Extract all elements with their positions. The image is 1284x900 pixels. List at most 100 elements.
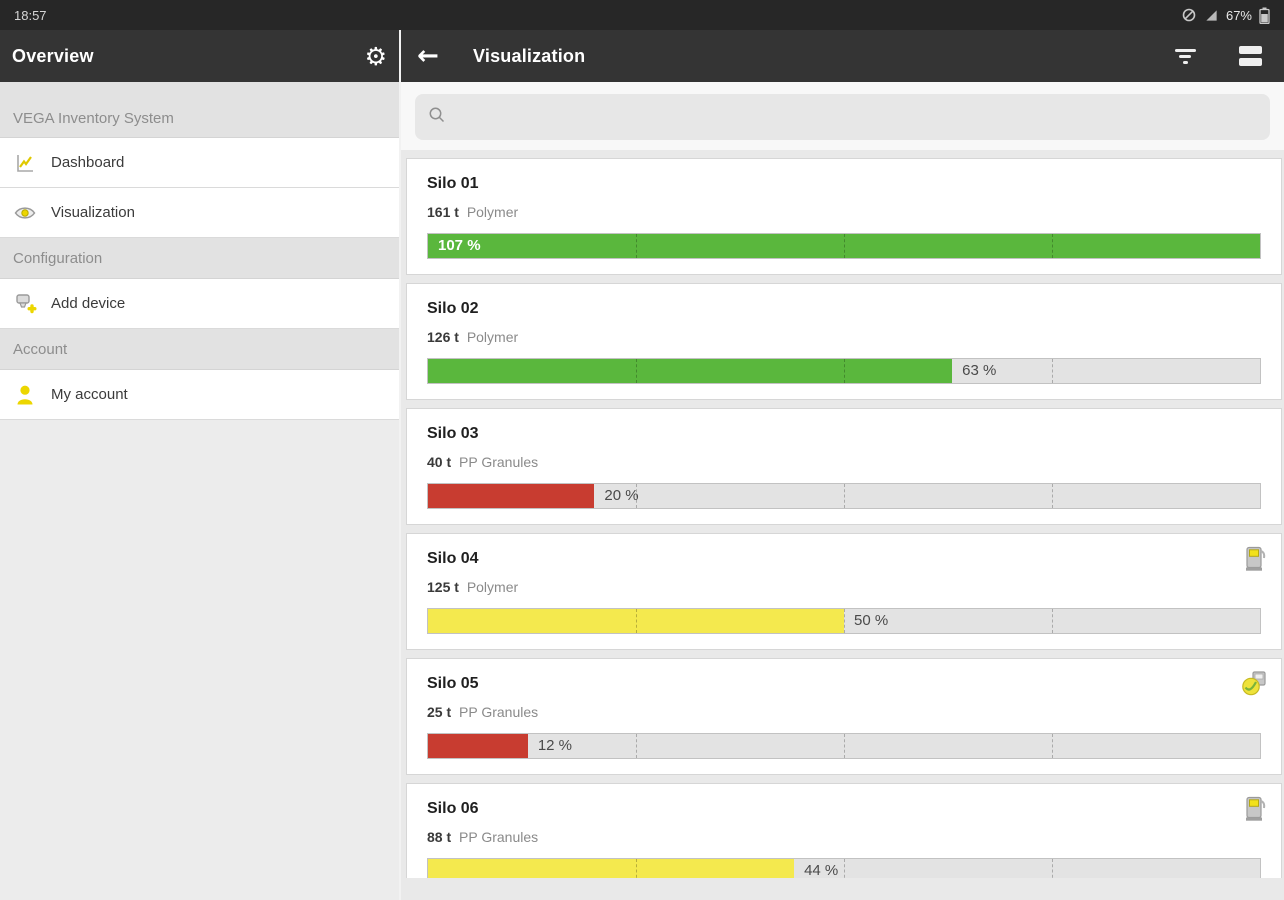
silo-card[interactable]: Silo 02 126 t Polymer 63 % (406, 283, 1282, 400)
fill-level-bar: 12 % (427, 733, 1261, 759)
silo-name: Silo 02 (427, 300, 479, 317)
bar-tick-75 (1052, 484, 1053, 508)
bar-tick-75 (1052, 609, 1053, 633)
fill-percent-label: 44 % (804, 862, 839, 878)
silo-card[interactable]: Silo 05 25 t PP Granules (406, 658, 1282, 775)
fill-level-value (428, 734, 528, 758)
sidebar-item-dashboard[interactable]: Dashboard (0, 138, 399, 188)
device-icon (1243, 795, 1268, 828)
silo-material: Polymer (466, 204, 519, 220)
bar-tick-25 (636, 484, 637, 508)
battery-icon (1259, 7, 1270, 24)
bar-tick-75 (1052, 859, 1053, 878)
sidebar-section-header: VEGA Inventory System (0, 82, 399, 138)
fill-percent-label: 63 % (962, 362, 997, 379)
sidebar-section-header: Account (0, 329, 399, 370)
bar-tick-25 (636, 359, 637, 383)
fill-level-bar: 20 % (427, 483, 1261, 509)
silo-material: Polymer (466, 329, 519, 345)
silo-material: PP Granules (459, 454, 539, 470)
fill-level-bar: 107 % (427, 233, 1261, 259)
silo-card[interactable]: Silo 03 40 t PP Granules 20 % (406, 408, 1282, 525)
silo-material: Polymer (466, 579, 519, 595)
status-bar: 18:57 67% (0, 0, 1284, 30)
sidebar-item-label: My account (51, 386, 128, 403)
chart-icon (13, 151, 37, 175)
menu-icon[interactable] (1239, 46, 1262, 66)
sidebar-section-label: Account (13, 340, 68, 358)
network-icon (1181, 7, 1197, 23)
fill-level-bar: 50 % (427, 608, 1261, 634)
search-area (401, 82, 1284, 150)
fill-level-bar: 44 % (427, 858, 1261, 878)
silo-material: PP Granules (459, 704, 539, 720)
sidebar-item-my-account[interactable]: My account (0, 370, 399, 420)
panel-divider (399, 82, 401, 900)
silo-card[interactable]: Silo 01 161 t Polymer 107 % (406, 158, 1282, 275)
fill-level-bar: 63 % (427, 358, 1261, 384)
eye-icon (13, 201, 37, 225)
bottom-strip (401, 878, 1284, 900)
silo-name: Silo 03 (427, 425, 479, 442)
search-box[interactable] (415, 94, 1270, 140)
bar-tick-75 (1052, 359, 1053, 383)
sidebar-item-label: Add device (51, 295, 126, 312)
gear-icon[interactable]: ⚙ (364, 41, 387, 71)
silo-amount: 25 t (427, 704, 452, 720)
bar-tick-50 (844, 859, 845, 878)
signal-icon (1204, 8, 1219, 23)
filter-icon[interactable] (1173, 48, 1197, 64)
device-icon (1243, 545, 1268, 578)
fill-level-value (428, 359, 953, 383)
silo-list: Silo 01 161 t Polymer 107 % (401, 150, 1284, 878)
battery-percent: 67% (1225, 7, 1252, 23)
panel-divider (399, 30, 401, 82)
bar-tick-25 (636, 734, 637, 758)
sidebar-section-header: Configuration (0, 238, 399, 279)
fill-percent-label: 20 % (604, 487, 639, 504)
sidebar-section-label: VEGA Inventory System (13, 110, 174, 127)
fill-level-value (428, 859, 795, 878)
silo-name: Silo 05 (427, 675, 479, 692)
silo-name: Silo 04 (427, 550, 479, 567)
silo-material: PP Granules (459, 829, 539, 845)
sidebar-item-label: Visualization (51, 204, 135, 221)
silo-amount: 88 t (427, 829, 452, 845)
fill-percent-label: 107 % (438, 237, 481, 254)
sidebar: VEGA Inventory System Dashboard (0, 82, 399, 900)
device-status-icon (1241, 670, 1268, 702)
visualization-header: ← Visualization (401, 30, 1284, 82)
add-device-icon (13, 292, 37, 316)
bar-tick-50 (844, 609, 845, 633)
bar-tick-50 (844, 234, 845, 258)
silo-amount: 125 t (427, 579, 459, 595)
bar-tick-50 (844, 484, 845, 508)
page-title-visualization: Visualization (473, 45, 586, 66)
fill-percent-label: 50 % (854, 612, 889, 629)
back-arrow-icon[interactable]: ← (417, 41, 439, 71)
clock: 18:57 (14, 7, 47, 23)
bar-tick-50 (844, 359, 845, 383)
bar-tick-25 (636, 609, 637, 633)
sidebar-header: Overview ⚙ (0, 30, 399, 82)
bar-tick-25 (636, 234, 637, 258)
fill-level-value (428, 234, 1260, 258)
silo-card[interactable]: Silo 06 88 t PP Granules (406, 783, 1282, 878)
fill-percent-label: 12 % (537, 737, 573, 754)
bar-tick-50 (844, 734, 845, 758)
search-input[interactable] (454, 108, 1257, 126)
sidebar-section-label: Configuration (13, 249, 103, 267)
silo-amount: 161 t (427, 204, 459, 220)
sidebar-item-add-device[interactable]: Add device (0, 279, 399, 329)
bar-tick-25 (636, 859, 637, 878)
person-icon (13, 383, 37, 407)
bar-tick-75 (1052, 734, 1053, 758)
fill-level-value (428, 484, 595, 508)
sidebar-item-visualization[interactable]: Visualization (0, 188, 399, 238)
silo-card[interactable]: Silo 04 125 t Polymer (406, 533, 1282, 650)
search-icon (428, 106, 446, 129)
bar-tick-75 (1052, 234, 1053, 258)
fill-level-value (428, 609, 844, 633)
visualization-panel: Silo 01 161 t Polymer 107 % (401, 82, 1284, 900)
